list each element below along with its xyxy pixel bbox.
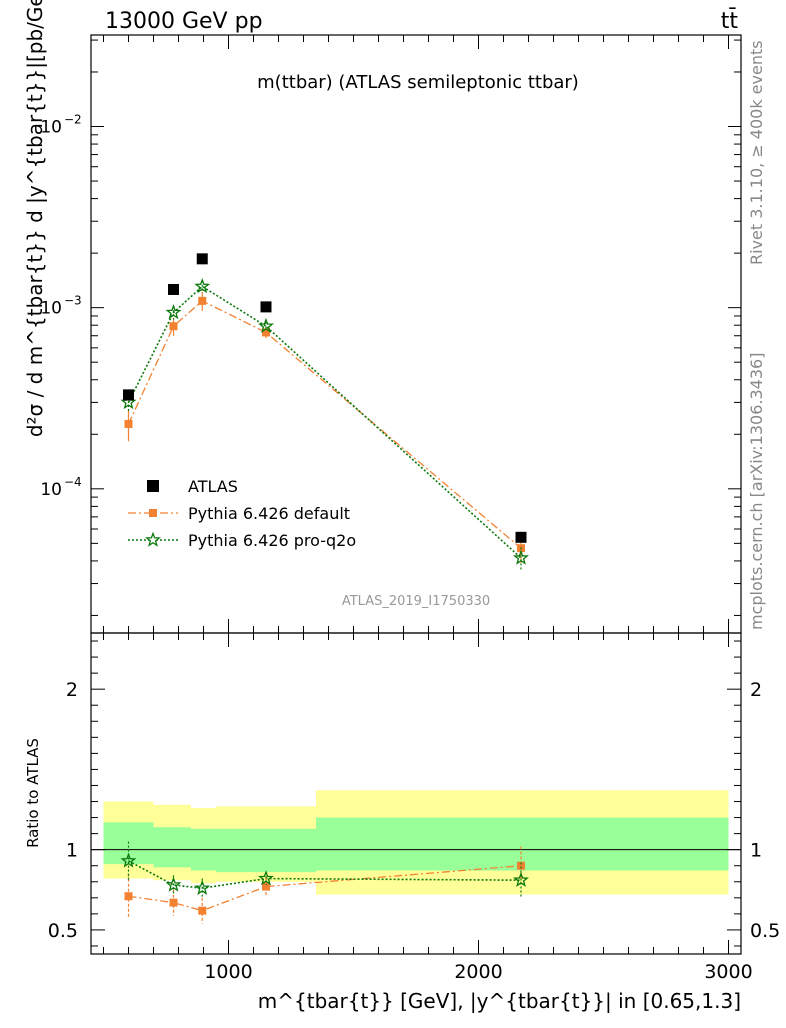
atlas-point <box>196 253 208 265</box>
ratio-proq2o-point <box>513 871 529 887</box>
atlas-point <box>515 531 527 543</box>
ratio-y-tick-label-left: 2 <box>66 679 78 701</box>
x-tick-label: 2000 <box>454 961 502 983</box>
legend-default-label: Pythia 6.426 default <box>188 504 350 523</box>
x-tick-label: 3000 <box>704 961 752 983</box>
main-title: m(ttbar) (ATLAS semileptonic ttbar) <box>257 72 579 93</box>
proq2o-point <box>258 317 274 333</box>
proq2o-point <box>513 549 529 565</box>
y-tick-exponent: −2 <box>64 113 82 127</box>
ratio-default-point <box>262 882 270 891</box>
ratio-y-tick-label-right: 2 <box>750 679 762 701</box>
ratio-proq2o-point <box>165 876 182 892</box>
ratio-band-inner <box>216 828 316 873</box>
ratio-content <box>91 790 741 924</box>
proq2o-point <box>194 278 211 294</box>
ratio-default-point <box>517 861 525 870</box>
header-left: 13000 GeV pp <box>105 9 263 34</box>
ratio-panel: 0.5 0.5 1 1 2 2 1000 2000 3000 Ratio to ATLAS m^… <box>24 632 780 1013</box>
legend-atlas-label: ATLAS <box>188 477 238 496</box>
mcplots-label: mcplots.cern.ch [arXiv:1306.3436] <box>747 353 766 630</box>
y-tick-label: 10 <box>40 299 62 319</box>
ratio-y-tick-label-right: 1 <box>750 840 762 862</box>
main-ylabel: d²σ / d m^{tbar{t}} d |y^{tbar{t}}|[pb/G… <box>23 0 47 437</box>
ratio-frame <box>90 632 742 955</box>
main-ticks: 10−410−310−2 <box>40 35 741 633</box>
x-axis-label: m^{tbar{t}} [GeV], |y^{tbar{t}}| in [0.6… <box>258 989 741 1013</box>
y-tick-exponent: −4 <box>64 475 82 489</box>
ratio-default-point <box>169 898 178 907</box>
y-tick-label: 10 <box>40 480 62 500</box>
legend-proq2o-label: Pythia 6.426 pro-q2o <box>188 531 356 550</box>
ratio-y-tick-label-left: 0.5 <box>48 920 78 942</box>
default-point <box>262 328 270 337</box>
legend: ATLAS Pythia 6.426 default Pythia 6.426 pr… <box>128 477 356 550</box>
default-point <box>198 296 207 305</box>
x-tick-label: 1000 <box>204 961 252 983</box>
ratio-y-tick-label-left: 1 <box>66 840 78 862</box>
header-right: tt̄ <box>721 8 739 34</box>
main-content <box>120 253 529 571</box>
legend-atlas-marker <box>147 480 159 492</box>
y-tick-exponent: −3 <box>64 294 82 308</box>
atlas-point <box>168 283 179 295</box>
ratio-proq2o-point <box>258 870 274 886</box>
ratio-default-point <box>198 906 207 915</box>
rivet-label: Rivet 3.1.10, ≥ 400k events <box>747 40 766 265</box>
ratio-proq2o-point <box>194 879 211 895</box>
ratio-ticks: 0.5 0.5 1 1 2 2 1000 2000 3000 <box>48 633 780 983</box>
legend-proq2o-marker <box>145 531 161 547</box>
ratio-proq2o-line <box>128 860 522 890</box>
ratio-band-inner <box>316 817 729 871</box>
ratio-proq2o-point <box>120 852 137 868</box>
proq2o-point <box>165 304 182 320</box>
legend-default-marker <box>149 509 157 517</box>
y-tick-label: 10 <box>40 118 62 138</box>
ratio-y-tick-label-right: 0.5 <box>750 920 780 942</box>
default-point <box>169 322 178 331</box>
ratio-default-point <box>124 892 133 901</box>
analysis-label: ATLAS_2019_I1750330 <box>342 594 490 609</box>
atlas-point <box>123 389 134 401</box>
atlas-point <box>260 301 272 313</box>
ratio-band-inner <box>153 827 191 868</box>
main-panel: 10−410−310−2 m(ttbar) (ATLAS semileptoni… <box>23 0 742 634</box>
series-proq2o-line <box>127 285 522 559</box>
ratio-ylabel: Ratio to ATLAS <box>24 738 42 848</box>
default-point <box>124 419 133 428</box>
